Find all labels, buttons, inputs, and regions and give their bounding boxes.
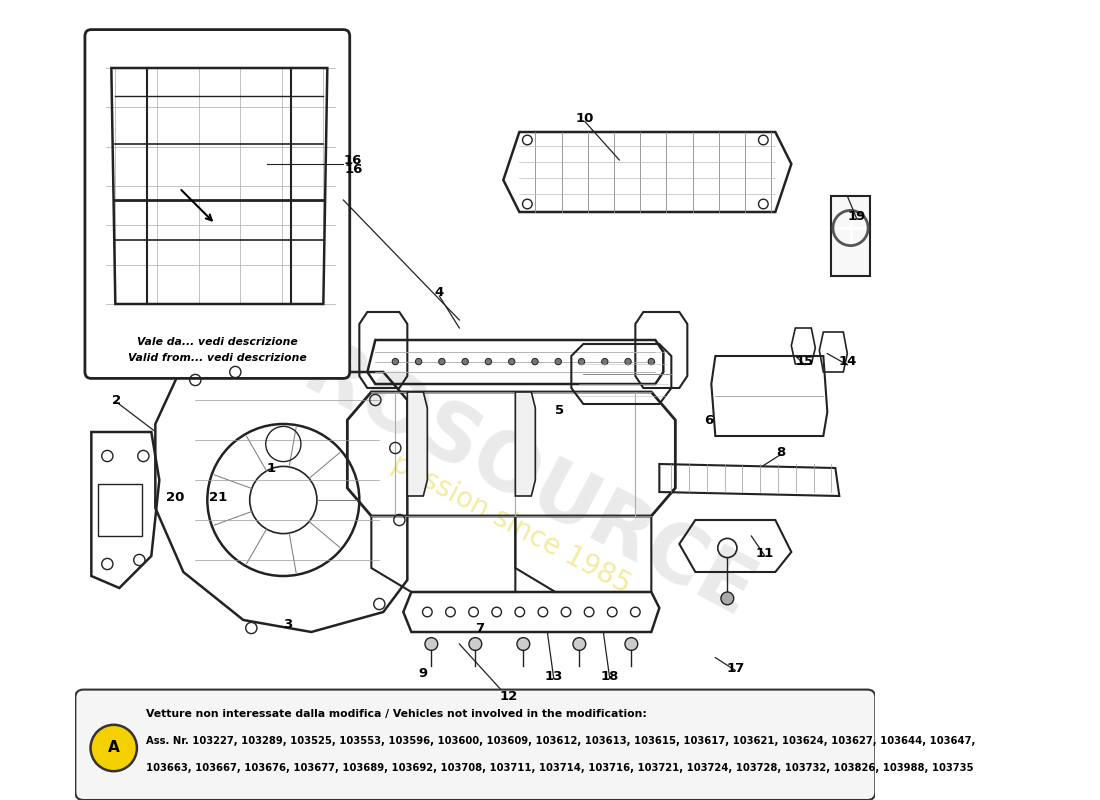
- Text: 13: 13: [544, 670, 563, 682]
- Circle shape: [648, 358, 654, 365]
- Text: Vetture non interessate dalla modifica / Vehicles not involved in the modificati: Vetture non interessate dalla modifica /…: [145, 709, 647, 718]
- FancyBboxPatch shape: [85, 30, 350, 378]
- Text: 103663, 103667, 103676, 103677, 103689, 103692, 103708, 103711, 103714, 103716, : 103663, 103667, 103676, 103677, 103689, …: [145, 763, 974, 773]
- Text: 3: 3: [283, 618, 292, 630]
- Text: 11: 11: [756, 547, 774, 560]
- Text: 2: 2: [112, 394, 121, 406]
- Text: Valid from... vedi descrizione: Valid from... vedi descrizione: [129, 354, 307, 363]
- Circle shape: [469, 638, 482, 650]
- Text: A: A: [108, 741, 120, 755]
- Text: 17: 17: [726, 662, 745, 674]
- Text: 12: 12: [499, 690, 518, 702]
- Text: 21: 21: [209, 491, 227, 504]
- Bar: [98, 484, 142, 536]
- Text: passion since 1985: passion since 1985: [387, 449, 636, 599]
- FancyBboxPatch shape: [75, 690, 876, 800]
- Text: Ass. Nr. 103227, 103289, 103525, 103553, 103596, 103600, 103609, 103612, 103613,: Ass. Nr. 103227, 103289, 103525, 103553,…: [145, 736, 975, 746]
- Circle shape: [90, 725, 136, 771]
- Circle shape: [439, 358, 446, 365]
- Text: 15: 15: [795, 355, 814, 368]
- Circle shape: [517, 638, 530, 650]
- Text: 8: 8: [777, 446, 785, 458]
- Circle shape: [485, 358, 492, 365]
- Circle shape: [602, 358, 608, 365]
- Text: 19: 19: [848, 210, 866, 222]
- Circle shape: [508, 358, 515, 365]
- Text: 1: 1: [267, 462, 276, 474]
- Text: 20: 20: [166, 491, 185, 504]
- Circle shape: [531, 358, 538, 365]
- Text: 14: 14: [838, 355, 857, 368]
- Text: 4: 4: [434, 286, 444, 298]
- Circle shape: [392, 358, 398, 365]
- Circle shape: [625, 638, 638, 650]
- Circle shape: [579, 358, 585, 365]
- Circle shape: [720, 592, 734, 605]
- Text: Vale da... vedi descrizione: Vale da... vedi descrizione: [138, 337, 298, 346]
- Circle shape: [425, 638, 438, 650]
- Circle shape: [556, 358, 561, 365]
- Circle shape: [625, 358, 631, 365]
- Text: 5: 5: [554, 404, 564, 417]
- Polygon shape: [407, 392, 427, 496]
- Text: EUROSOURCE: EUROSOURCE: [184, 276, 767, 636]
- Text: 18: 18: [601, 670, 619, 682]
- Text: 7: 7: [475, 622, 484, 634]
- Polygon shape: [515, 392, 536, 496]
- Text: 16: 16: [343, 154, 362, 166]
- Text: 16: 16: [344, 163, 363, 176]
- Text: 10: 10: [575, 112, 594, 125]
- Circle shape: [462, 358, 469, 365]
- Circle shape: [573, 638, 585, 650]
- Text: 9: 9: [419, 667, 428, 680]
- Bar: [832, 196, 870, 276]
- Circle shape: [416, 358, 421, 365]
- Text: 6: 6: [704, 414, 714, 426]
